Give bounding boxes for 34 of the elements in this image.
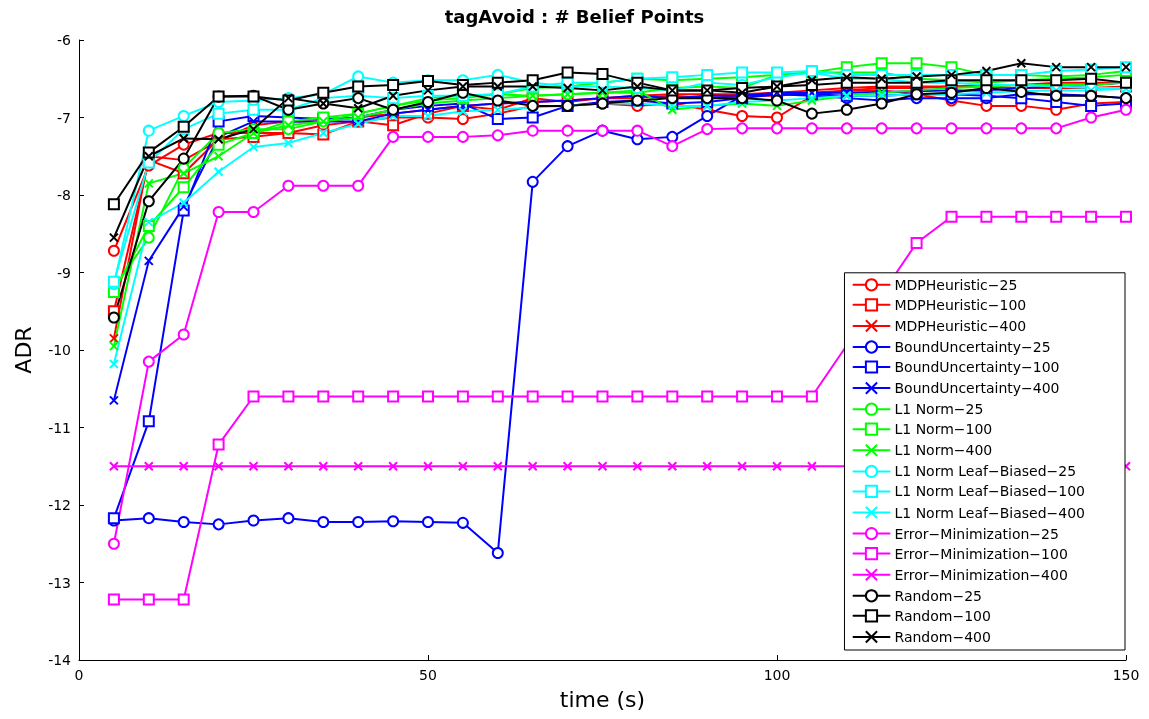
legend-label: Random−100 bbox=[894, 607, 991, 624]
legend-label: Random−25 bbox=[894, 587, 982, 604]
legend-label: L1 Norm−400 bbox=[894, 442, 993, 459]
legend-label: MDPHeuristic−400 bbox=[894, 317, 1027, 334]
legend-label: BoundUncertainty−400 bbox=[894, 380, 1060, 397]
y-tick-label: -11 bbox=[48, 419, 71, 436]
chart-title: tagAvoid : # Belief Points bbox=[444, 5, 705, 27]
legend-label: MDPHeuristic−100 bbox=[894, 296, 1027, 313]
y-tick-label: -10 bbox=[48, 342, 71, 358]
y-tick-label: -8 bbox=[57, 187, 71, 203]
y-axis-title: ADR bbox=[10, 326, 36, 374]
legend-label: L1 Norm Leaf−Biased−100 bbox=[894, 483, 1086, 500]
y-tick-label: -9 bbox=[57, 264, 71, 281]
x-tick-label: 150 bbox=[1112, 667, 1140, 683]
x-tick-label: 0 bbox=[74, 667, 84, 683]
legend-label: BoundUncertainty−100 bbox=[894, 359, 1060, 375]
y-tick-label: -14 bbox=[48, 652, 72, 668]
y-tick-label: -12 bbox=[48, 497, 71, 513]
x-tick-label: 50 bbox=[419, 667, 437, 683]
legend-label: BoundUncertainty−25 bbox=[894, 339, 1051, 355]
y-tick-label: -6 bbox=[57, 32, 72, 48]
x-axis-title: time (s) bbox=[559, 686, 646, 712]
legend-label: Random−400 bbox=[894, 628, 991, 645]
legend-label: L1 Norm−25 bbox=[894, 401, 984, 418]
legend-label: Error−Minimization−100 bbox=[894, 545, 1068, 562]
legend-label: Error−Minimization−400 bbox=[894, 566, 1068, 583]
y-tick-label: -13 bbox=[48, 574, 71, 591]
legend-label: MDPHeuristic−25 bbox=[894, 276, 1018, 293]
legend-label: L1 Norm Leaf−Biased−400 bbox=[894, 504, 1086, 521]
y-tick-label: -7 bbox=[57, 109, 71, 126]
x-tick-label: 100 bbox=[763, 667, 791, 683]
legend-label: Error−Minimization−25 bbox=[894, 525, 1059, 542]
legend-label: L1 Norm−100 bbox=[894, 421, 993, 438]
legend-label: L1 Norm Leaf−Biased−25 bbox=[894, 463, 1077, 480]
